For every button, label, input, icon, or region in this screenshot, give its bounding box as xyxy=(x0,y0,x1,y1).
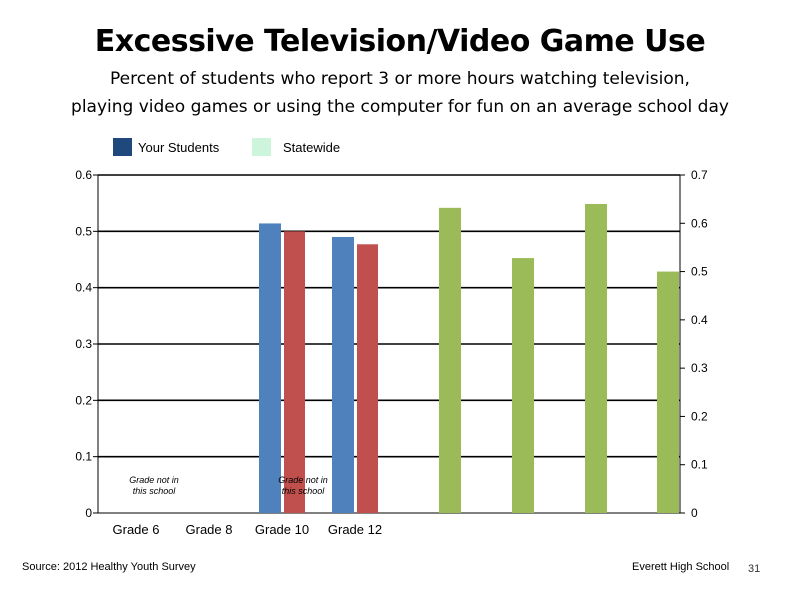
legend-label-statewide: Statewide xyxy=(283,139,341,155)
annotation-grade-not-in-school: Grade not in xyxy=(129,475,179,485)
chart-subtitle-line-1: Percent of students who report 3 or more… xyxy=(110,69,690,89)
legend-item-statewide: Statewide xyxy=(252,137,340,157)
bar-your-students xyxy=(332,236,354,513)
source-note: Source: 2012 Healthy Youth Survey xyxy=(22,561,196,573)
school-name: Everett High School xyxy=(632,561,730,573)
left-axis-tick-label: 0.2 xyxy=(75,393,92,407)
left-axis-tick-label: 0 xyxy=(85,506,92,520)
right-axis-tick-label: 0.6 xyxy=(691,216,708,230)
right-axis-tick-label: 0.7 xyxy=(691,168,708,182)
legend-label-your-students: Your Students xyxy=(138,139,220,155)
x-axis-category-label: Grade 12 xyxy=(328,522,382,537)
right-axis-tick-label: 0.5 xyxy=(691,265,708,279)
legend-item-your-students: Your Students xyxy=(113,137,219,157)
bar-your-students xyxy=(259,223,281,514)
legend-swatch-statewide xyxy=(252,138,271,156)
bar-right-axis-series xyxy=(657,271,679,513)
right-axis-tick-label: 0.4 xyxy=(691,313,708,327)
left-axis-tick-label: 0.1 xyxy=(75,450,92,464)
x-axis-category-label: Grade 6 xyxy=(113,522,160,537)
bar-statewide xyxy=(357,244,378,514)
chart-title: Excessive Television/Video Game Use xyxy=(94,24,706,59)
right-axis-tick-label: 0.3 xyxy=(691,361,708,375)
chart-subtitle-line-2: playing video games or using the compute… xyxy=(71,97,729,117)
annotation-grade-not-in-school: this school xyxy=(133,486,177,496)
x-axis-category-label: Grade 8 xyxy=(186,522,233,537)
page-number: 31 xyxy=(748,563,761,575)
annotation-grade-not-in-school: this school xyxy=(282,486,326,496)
right-axis-tick-label: 0 xyxy=(691,506,698,520)
right-axis-tick-label: 0.1 xyxy=(691,458,708,472)
annotation-grade-not-in-school: Grade not in xyxy=(278,475,328,485)
bar-statewide xyxy=(284,231,305,514)
left-axis-tick-label: 0.4 xyxy=(75,281,92,295)
left-axis-tick-label: 0.6 xyxy=(75,168,92,182)
left-axis-tick-label: 0.3 xyxy=(75,337,92,351)
bar-right-axis-series xyxy=(439,207,461,513)
bar-right-axis-series xyxy=(585,203,607,513)
right-axis-tick-label: 0.2 xyxy=(691,409,708,423)
x-axis-category-label: Grade 10 xyxy=(255,522,309,537)
left-axis-tick-label: 0.5 xyxy=(75,224,92,238)
legend-swatch-your-students xyxy=(113,138,132,156)
bar-right-axis-series xyxy=(512,258,534,513)
